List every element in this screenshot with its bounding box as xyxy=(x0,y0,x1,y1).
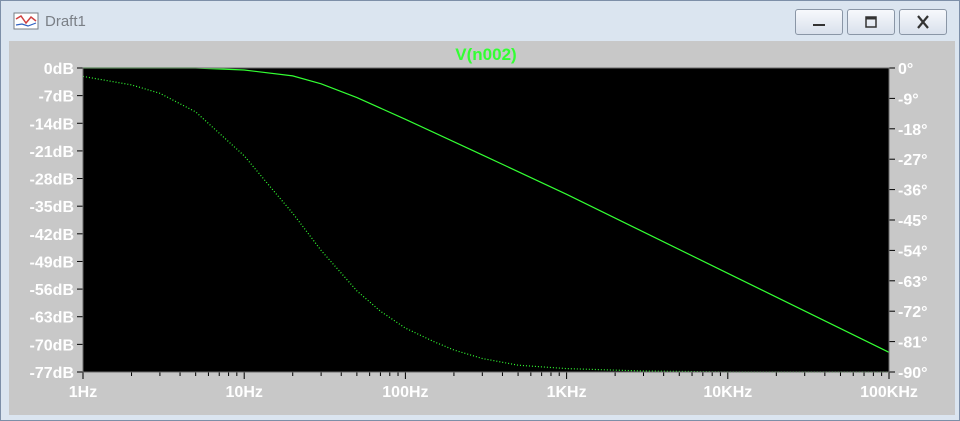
x-axis-tick-label: 100KHz xyxy=(860,384,918,401)
plot-frame xyxy=(82,67,890,373)
right-axis-tick-label: -81° xyxy=(898,335,928,352)
close-button[interactable] xyxy=(899,9,947,35)
left-axis-tick-label: -56dB xyxy=(30,282,74,299)
right-axis-tick-label: -90° xyxy=(898,365,928,382)
left-axis-tick-label: -63dB xyxy=(30,310,74,327)
right-axis-tick-label: 0° xyxy=(898,61,913,78)
right-axis-tick-label: -36° xyxy=(898,183,928,200)
right-axis-tick-label: -27° xyxy=(898,152,928,169)
close-icon xyxy=(917,15,929,29)
left-axis-tick-label: -7dB xyxy=(38,89,74,106)
left-axis-tick-label: -35dB xyxy=(30,199,74,216)
x-axis-tick-label: 1KHz xyxy=(547,384,587,401)
waveform-app-icon xyxy=(13,12,39,30)
left-axis-tick-label: -42dB xyxy=(30,227,74,244)
left-axis-tick-label: -14dB xyxy=(30,116,74,133)
left-axis-tick-label: -77dB xyxy=(30,365,74,382)
minimize-icon xyxy=(813,24,825,26)
left-axis-tick-label: -21dB xyxy=(30,144,74,161)
right-axis-tick-label: -18° xyxy=(898,122,928,139)
right-axis-tick-label: -63° xyxy=(898,274,928,291)
right-axis-tick-label: -45° xyxy=(898,213,928,230)
minimize-button[interactable] xyxy=(795,9,843,35)
x-axis-tick-label: 10KHz xyxy=(703,384,752,401)
x-axis-tick-label: 1Hz xyxy=(69,384,97,401)
left-axis-tick-label: -70dB xyxy=(30,337,74,354)
left-axis-tick-label: -49dB xyxy=(30,254,74,271)
x-axis-tick-label: 10Hz xyxy=(226,384,263,401)
window-title: Draft1 xyxy=(45,13,86,30)
right-axis-tick-label: -9° xyxy=(898,91,919,108)
bode-plot[interactable]: V(n002) 0dB -7dB -14dB -21dB -28dB -35dB -42dB -… xyxy=(9,41,955,415)
left-axis-tick-label: 0dB xyxy=(44,61,74,78)
x-axis-tick-label: 100Hz xyxy=(382,384,428,401)
right-axis-tick-label: -72° xyxy=(898,304,928,321)
plot-pane[interactable]: V(n002) 0dB -7dB -14dB -21dB -28dB -35dB -42dB -… xyxy=(9,41,955,415)
maximize-button[interactable] xyxy=(847,9,895,35)
trace-label[interactable]: V(n002) xyxy=(455,45,516,64)
plot-area xyxy=(83,68,889,372)
left-axis-tick-label: -28dB xyxy=(30,172,74,189)
title-bar[interactable]: Draft1 xyxy=(1,1,959,39)
maximize-icon xyxy=(865,16,877,28)
right-axis-tick-label: -54° xyxy=(898,243,928,260)
